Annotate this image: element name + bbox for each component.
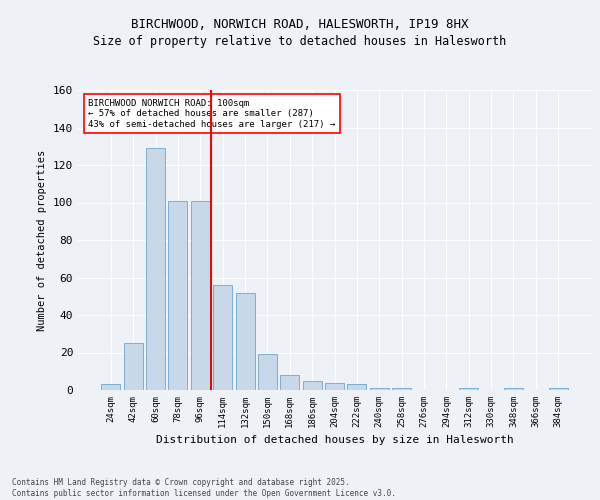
Bar	[280, 375, 299, 390]
Bar	[101, 384, 121, 390]
Bar	[258, 354, 277, 390]
Bar	[504, 388, 523, 390]
Text: BIRCHWOOD NORWICH ROAD: 100sqm
← 57% of detached houses are smaller (287)
43% of: BIRCHWOOD NORWICH ROAD: 100sqm ← 57% of …	[88, 99, 335, 129]
Bar	[392, 388, 411, 390]
Bar	[459, 388, 478, 390]
Bar	[236, 292, 254, 390]
Bar	[191, 200, 210, 390]
Bar	[548, 388, 568, 390]
Bar	[325, 382, 344, 390]
Bar	[302, 380, 322, 390]
Text: Contains HM Land Registry data © Crown copyright and database right 2025.
Contai: Contains HM Land Registry data © Crown c…	[12, 478, 396, 498]
Bar	[169, 200, 187, 390]
Bar	[146, 148, 165, 390]
Bar	[124, 343, 143, 390]
Text: Size of property relative to detached houses in Halesworth: Size of property relative to detached ho…	[94, 35, 506, 48]
Bar	[370, 388, 389, 390]
Text: BIRCHWOOD, NORWICH ROAD, HALESWORTH, IP19 8HX: BIRCHWOOD, NORWICH ROAD, HALESWORTH, IP1…	[131, 18, 469, 30]
Y-axis label: Number of detached properties: Number of detached properties	[37, 150, 47, 330]
X-axis label: Distribution of detached houses by size in Halesworth: Distribution of detached houses by size …	[155, 436, 514, 446]
Bar	[213, 285, 232, 390]
Bar	[347, 384, 367, 390]
